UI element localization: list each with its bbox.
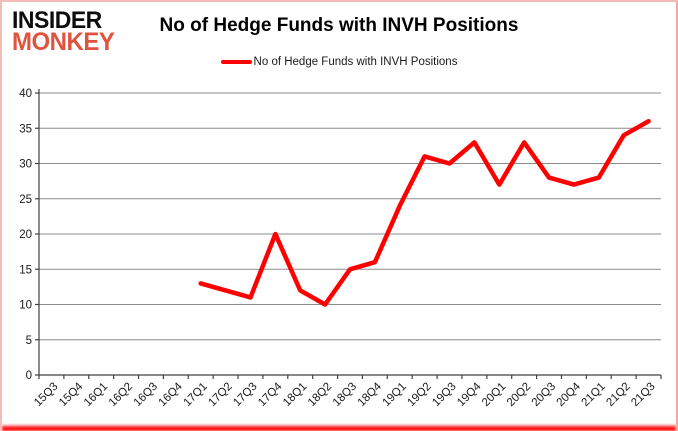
y-tick-label: 25 [19,194,32,206]
y-tick-label: 35 [19,123,32,135]
insider-monkey-logo: INSIDER MONKEY [12,5,115,57]
x-tick-label: 17Q1 [181,381,209,409]
x-tick-label: 16Q3 [132,381,160,409]
x-tick-label: 16Q2 [107,381,135,409]
x-tick-label: 17Q4 [256,380,285,409]
x-tick-label: 15Q3 [32,381,60,409]
legend-label: No of Hedge Funds with INVH Positions [253,56,458,68]
y-tick-label: 15 [19,264,32,276]
series-line [198,118,651,307]
y-tick-label: 30 [19,159,32,171]
x-tick-label: 21Q2 [604,381,632,409]
x-tick-label: 21Q3 [629,381,657,409]
y-tick-label: 40 [19,88,32,100]
chart-title: No of Hedge Funds with INVH Positions [159,15,519,36]
x-tick-label: 15Q4 [57,380,86,409]
x-tick-label: 19Q4 [455,380,484,409]
y-tick-label: 10 [19,300,32,312]
x-tick-label: 16Q4 [157,380,186,409]
red-border-glow [2,424,676,431]
y-tick-label: 0 [26,370,32,382]
x-tick-label: 17Q3 [231,381,259,409]
x-tick-label: 20Q2 [505,381,533,409]
x-tick-label: 20Q3 [530,381,558,409]
x-tick-label: 18Q3 [331,381,359,409]
logo-line2: MONKEY [12,28,115,57]
x-tick-label: 19Q3 [430,381,458,409]
x-tick-label: 20Q1 [480,381,508,409]
x-tick-label: 18Q2 [306,381,334,409]
x-tick-label: 20Q4 [555,380,584,409]
y-tick-label: 20 [19,229,32,241]
x-tick-label: 19Q1 [380,381,408,409]
legend: No of Hedge Funds with INVH Positions [2,56,676,68]
x-tick-label: 21Q1 [580,381,608,409]
x-tick-label: 17Q2 [206,381,234,409]
x-tick-label: 18Q4 [356,380,385,409]
legend-line-swatch [220,60,252,64]
x-tick-label: 16Q1 [82,381,110,409]
logo-line1: INSIDER [12,5,102,34]
y-tick-label: 5 [26,335,32,347]
x-tick-label: 18Q1 [281,381,309,409]
x-tick-label: 19Q2 [405,381,433,409]
